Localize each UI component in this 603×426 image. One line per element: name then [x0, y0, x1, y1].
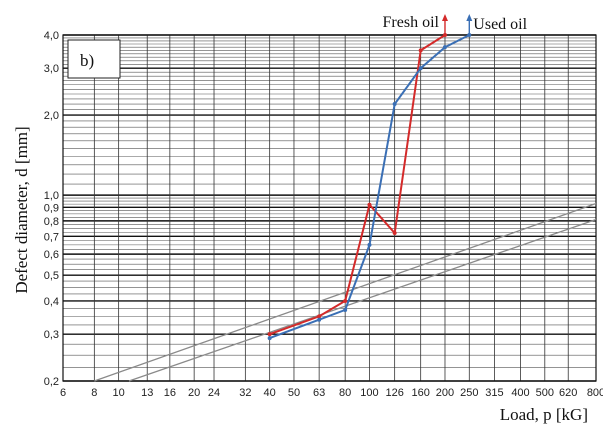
data-point: [317, 314, 322, 319]
x-tick-label: 800: [587, 387, 603, 399]
x-tick-label: 100: [360, 387, 378, 399]
x-tick-label: 20: [188, 387, 200, 399]
x-tick-label: 40: [264, 387, 276, 399]
data-point: [267, 332, 272, 337]
panel-label-box: [67, 39, 121, 79]
x-tick-label: 6: [60, 387, 66, 399]
y-tick-label: 2,0: [44, 110, 59, 122]
x-tick-label: 80: [339, 387, 351, 399]
x-tick-label: 13: [141, 387, 153, 399]
y-tick-label: 0,6: [44, 249, 59, 261]
x-tick-label: 50: [288, 387, 300, 399]
data-point: [392, 231, 397, 236]
data-point: [442, 45, 447, 50]
y-axis-title: Defect diameter, d [mm]: [12, 126, 31, 293]
x-tick-label: 200: [436, 387, 454, 399]
legend-label: Fresh oil: [383, 14, 440, 31]
y-tick-label: 1,0: [44, 190, 59, 202]
data-point: [343, 307, 348, 312]
y-tick-label: 0,2: [44, 376, 59, 388]
x-tick-label: 24: [208, 387, 220, 399]
plot-frame: [62, 34, 597, 382]
data-point: [267, 336, 272, 341]
y-tick-label: 3,0: [44, 63, 59, 75]
reference-line: [94, 202, 597, 382]
series-line: [269, 34, 470, 340]
series-layer: [267, 33, 472, 341]
reference-line: [128, 218, 597, 382]
data-point: [367, 202, 372, 207]
x-axis-title: Load, p [kG]: [500, 405, 588, 424]
y-tick-label: 4,0: [44, 30, 59, 42]
x-tick-label: 32: [239, 387, 251, 399]
x-tick-label: 500: [536, 387, 554, 399]
x-tick-label: 160: [411, 387, 429, 399]
x-tick-label: 10: [113, 387, 125, 399]
data-point: [317, 317, 322, 322]
y-tick-label: 0,5: [44, 270, 59, 282]
legend-arrowhead: [466, 14, 473, 21]
y-tick-label: 0,7: [44, 231, 59, 243]
grid-layer: [62, 34, 597, 382]
x-tick-label: 400: [511, 387, 529, 399]
legend-arrowhead: [441, 14, 448, 21]
y-tick-label: 0,8: [44, 216, 59, 228]
data-point: [418, 66, 423, 71]
panel-label: b): [80, 51, 94, 70]
x-tick-label: 315: [485, 387, 503, 399]
data-point: [418, 48, 423, 53]
legend-label: Used oil: [473, 16, 527, 33]
y-tick-label: 0,4: [44, 296, 59, 308]
x-tick-label: 63: [313, 387, 325, 399]
x-tick-label: 126: [385, 387, 403, 399]
tick-labels: 0,2 0,3 0,4 0,5 0,6 0,7 0,8 0,91,0 2,0 3,0 4,0 6 8 10…: [44, 30, 603, 399]
x-tick-label: 250: [460, 387, 478, 399]
y-tick-label: 0,3: [44, 329, 59, 341]
y-tick-label: 0,9: [44, 202, 59, 214]
x-tick-label: 8: [91, 387, 97, 399]
x-tick-label: 620: [559, 387, 577, 399]
plot-area: [63, 35, 596, 381]
data-point: [392, 102, 397, 107]
reference-lines: [94, 202, 597, 382]
data-point: [343, 298, 348, 303]
data-point: [367, 242, 372, 247]
x-tick-label: 16: [164, 387, 176, 399]
legend: Fresh oil Used oil: [383, 14, 528, 35]
